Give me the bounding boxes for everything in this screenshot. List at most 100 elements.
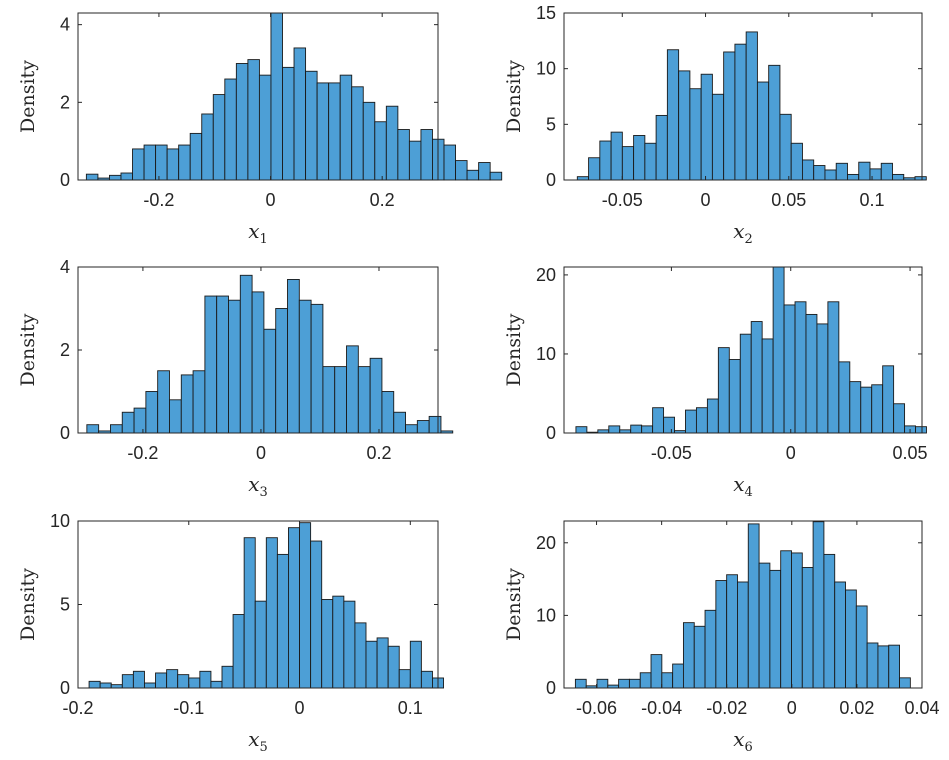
histogram-panel-1: -0.2 0 0.2 0 2 4 Density x1: [17, 12, 503, 247]
histogram-bar: [440, 430, 454, 434]
histogram-bar: [216, 295, 229, 434]
axes-box: [563, 266, 923, 434]
histogram-bar: [398, 669, 411, 689]
histogram-bar: [251, 291, 265, 434]
x-tick-label: -0.05: [602, 190, 643, 210]
histogram-bar: [478, 162, 491, 181]
histogram-bar: [893, 403, 906, 434]
histogram-bar: [420, 129, 433, 181]
histogram-bar: [650, 654, 663, 689]
histogram-bar: [235, 63, 249, 181]
histogram-bar: [644, 142, 657, 181]
histogram-bar: [726, 574, 738, 689]
histogram-bar: [224, 78, 237, 181]
histogram-bar: [915, 426, 927, 434]
x-axis-label: x6: [733, 727, 753, 755]
histogram-bar: [443, 144, 457, 181]
histogram-bar: [704, 609, 717, 689]
histogram-bar: [282, 66, 295, 181]
histogram-bar: [99, 682, 112, 689]
histogram-bar: [914, 176, 927, 181]
histogram-bar: [258, 74, 272, 181]
histogram-bar: [420, 670, 433, 689]
histogram-bar: [133, 407, 147, 434]
histogram-bar: [201, 113, 214, 181]
x-tick-label: -0.2: [143, 190, 174, 210]
x-tick-label: 0.1: [860, 190, 885, 210]
x-tick-label: 0: [786, 443, 796, 463]
histogram-bar: [608, 425, 621, 434]
histogram-bar: [877, 645, 890, 689]
x-tick-label: -0.05: [651, 443, 692, 463]
histogram-bar: [199, 670, 212, 689]
histogram-bar: [155, 144, 168, 181]
histogram-bar: [489, 171, 503, 181]
histogram-bar: [265, 537, 278, 689]
histogram-bar: [354, 622, 367, 689]
histogram-bar: [685, 409, 697, 434]
y-tick-label: 2: [60, 340, 70, 360]
y-tick-label: 20: [536, 265, 556, 285]
histogram-bar: [132, 670, 145, 689]
histogram-bar: [750, 321, 763, 434]
x-tick-label: -0.04: [641, 698, 682, 718]
histogram-bar: [110, 424, 123, 434]
histogram-bar: [254, 600, 267, 689]
histogram-bar: [228, 299, 241, 434]
y-tick-label: 0: [60, 170, 70, 190]
histogram-bar: [293, 47, 307, 181]
histogram-bar: [110, 684, 123, 689]
histogram-bar: [405, 424, 418, 434]
y-tick-label: 0: [546, 678, 556, 698]
y-tick-label: 10: [536, 605, 556, 625]
histogram-bar: [693, 625, 706, 689]
histogram-bar: [362, 101, 376, 181]
histogram-bar: [663, 416, 675, 434]
histogram-bar: [855, 605, 868, 689]
histogram-panel-6: -0.06 -0.04 -0.02 0 0.02 0.04 0 10 20 Density x6: [503, 520, 940, 755]
y-tick-label: 10: [536, 59, 556, 79]
histogram-bar: [108, 174, 122, 181]
histogram-bar: [790, 142, 803, 181]
histogram-bar: [813, 165, 826, 181]
y-axis-label: Density: [503, 568, 525, 641]
histogram-bar: [180, 374, 194, 434]
y-tick-label: 10: [536, 344, 556, 364]
histogram-bar: [305, 70, 318, 181]
histogram-bar: [772, 266, 785, 434]
y-tick-label: 5: [546, 114, 556, 134]
histogram-bar: [761, 338, 774, 434]
x-tick-label: -0.06: [576, 698, 617, 718]
histogram-bar: [678, 70, 691, 181]
histogram-bar: [816, 323, 829, 434]
x-tick-label: -0.1: [173, 698, 204, 718]
histogram-bar: [824, 169, 837, 181]
histogram-bar: [739, 333, 752, 434]
histogram-bar: [610, 131, 623, 181]
x-tick-label: 0.05: [771, 190, 806, 210]
histogram-bar: [428, 415, 442, 434]
histogram-bar: [849, 381, 862, 434]
histogram-bar: [88, 680, 101, 689]
y-tick-label: 0: [60, 678, 70, 698]
histogram-bar: [812, 521, 825, 689]
histogram-bar: [628, 678, 641, 689]
histogram-bar: [376, 637, 389, 689]
y-tick-label: 10: [50, 511, 70, 531]
histogram-bar: [121, 674, 134, 689]
histogram-bar: [132, 148, 145, 181]
y-tick-label: 4: [60, 15, 70, 35]
axes-box: [77, 12, 439, 181]
histogram-bar: [737, 581, 749, 689]
histogram-bar: [409, 640, 422, 689]
y-tick-label: 0: [60, 423, 70, 443]
histogram-bar: [243, 537, 256, 689]
histogram-bar: [801, 159, 815, 181]
histogram-bar: [783, 304, 796, 434]
histogram-bar: [574, 678, 587, 689]
histogram-bar: [232, 614, 245, 689]
histogram-bar: [723, 51, 736, 181]
histogram-bar: [599, 140, 612, 181]
histogram-bar: [343, 600, 356, 689]
histogram-panel-3: -0.2 0 0.2 0 2 4 Density x3: [17, 257, 454, 500]
